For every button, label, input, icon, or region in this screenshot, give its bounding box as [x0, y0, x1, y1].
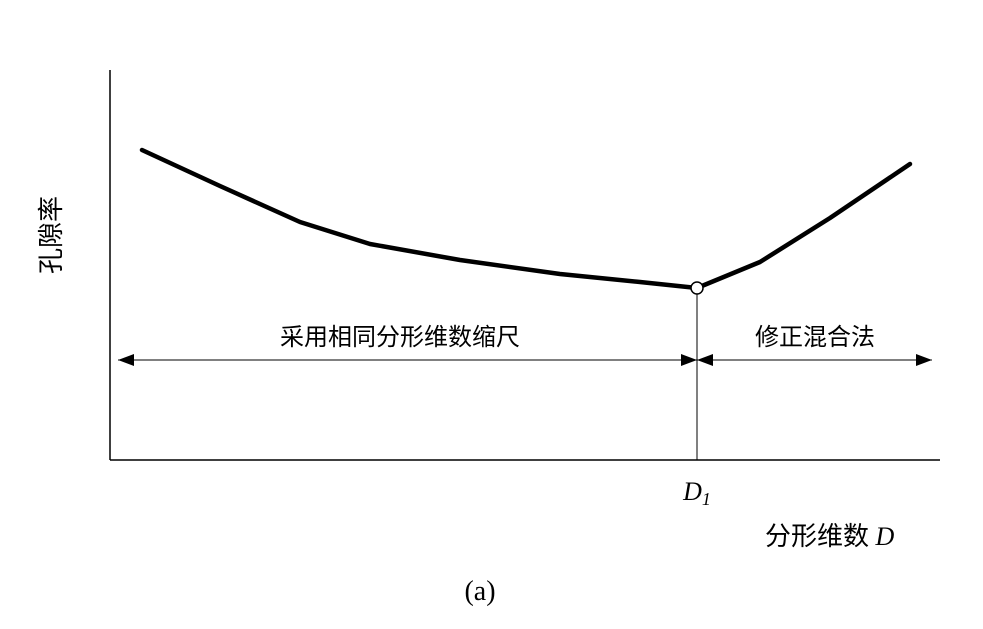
- left-arrowhead-inner: [681, 354, 697, 366]
- right-arrowhead-outer: [916, 354, 932, 366]
- subplot-label: (a): [464, 576, 495, 607]
- left-range-label: 采用相同分形维数缩尺: [280, 324, 520, 351]
- chart-container: 孔隙率 采用相同分形维数缩尺 修正混合法: [0, 0, 983, 629]
- chart-svg: 孔隙率 采用相同分形维数缩尺 修正混合法: [0, 0, 983, 629]
- left-arrowhead-outer: [118, 354, 134, 366]
- min-point-marker: [691, 282, 703, 294]
- d1-tick-label: D1: [682, 477, 711, 509]
- x-axis-label: 分形维数 D: [765, 522, 895, 551]
- y-axis-label: 孔隙率: [37, 196, 66, 274]
- right-arrowhead-inner: [697, 354, 713, 366]
- right-range-label: 修正混合法: [755, 324, 875, 351]
- porosity-curve: [142, 150, 910, 288]
